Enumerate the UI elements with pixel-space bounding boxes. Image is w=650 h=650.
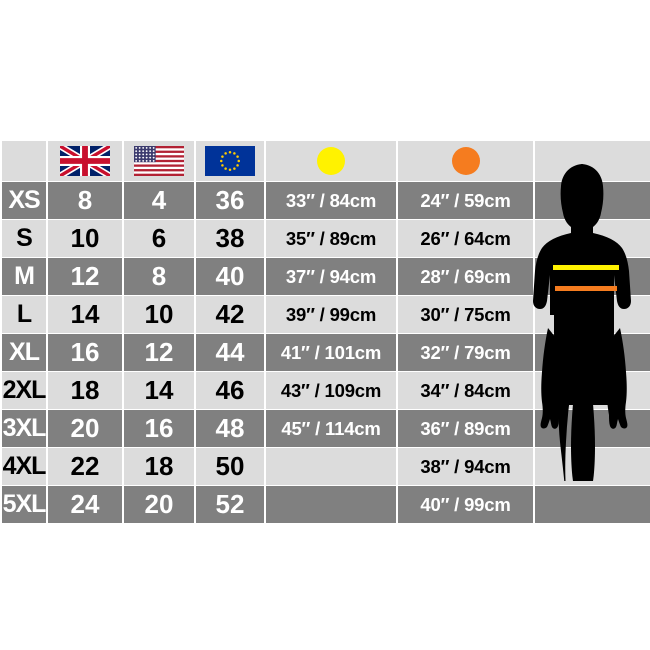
cell-us: 14: [124, 372, 194, 409]
cell-size: 5XL: [2, 486, 46, 523]
cell-figure-band: [535, 410, 650, 447]
cell-eu: 42: [196, 296, 264, 333]
cell-us: 12: [124, 334, 194, 371]
cell-waist: 26″ / 64cm: [398, 220, 533, 257]
cell-uk: 16: [48, 334, 122, 371]
cell-uk: 22: [48, 448, 122, 485]
cell-size: 2XL: [2, 372, 46, 409]
cell-bust: 37″ / 94cm: [266, 258, 396, 295]
cell-eu: 50: [196, 448, 264, 485]
cell-figure-band: [535, 486, 650, 523]
table-row: XS 8 4 36 33″ / 84cm 24″ / 59cm: [2, 182, 650, 219]
uk-flag-icon: [60, 146, 110, 176]
cell-figure-band: [535, 296, 650, 333]
cell-size: M: [2, 258, 46, 295]
header-cell-figure: [535, 141, 650, 181]
cell-us: 6: [124, 220, 194, 257]
table-row: L 14 10 42 39″ / 99cm 30″ / 75cm: [2, 296, 650, 333]
cell-uk: 8: [48, 182, 122, 219]
cell-waist: 40″ / 99cm: [398, 486, 533, 523]
cell-figure-band: [535, 448, 650, 485]
table-row: 5XL 24 20 52 40″ / 99cm: [2, 486, 650, 523]
cell-uk: 24: [48, 486, 122, 523]
cell-figure-band: [535, 182, 650, 219]
cell-bust: 45″ / 114cm: [266, 410, 396, 447]
yellow-dot-icon: [317, 147, 345, 175]
cell-waist: 32″ / 79cm: [398, 334, 533, 371]
table-row: M 12 8 40 37″ / 94cm 28″ / 69cm: [2, 258, 650, 295]
cell-size: XS: [2, 182, 46, 219]
cell-size: S: [2, 220, 46, 257]
cell-waist: 30″ / 75cm: [398, 296, 533, 333]
cell-eu: 40: [196, 258, 264, 295]
cell-eu: 36: [196, 182, 264, 219]
header-cell-uk: [48, 141, 122, 181]
cell-waist: 34″ / 84cm: [398, 372, 533, 409]
table-row: 2XL 18 14 46 43″ / 109cm 34″ / 84cm: [2, 372, 650, 409]
cell-uk: 10: [48, 220, 122, 257]
cell-bust: 43″ / 109cm: [266, 372, 396, 409]
cell-waist: 28″ / 69cm: [398, 258, 533, 295]
cell-waist: 24″ / 59cm: [398, 182, 533, 219]
cell-eu: 52: [196, 486, 264, 523]
cell-waist: 36″ / 89cm: [398, 410, 533, 447]
cell-bust: 39″ / 99cm: [266, 296, 396, 333]
cell-size: L: [2, 296, 46, 333]
cell-size: XL: [2, 334, 46, 371]
header-cell-bust: [266, 141, 396, 181]
cell-figure-band: [535, 220, 650, 257]
cell-size: 4XL: [2, 448, 46, 485]
cell-figure-band: [535, 372, 650, 409]
header-cell-eu: [196, 141, 264, 181]
cell-us: 20: [124, 486, 194, 523]
cell-eu: 48: [196, 410, 264, 447]
cell-uk: 12: [48, 258, 122, 295]
us-flag-icon: [134, 146, 184, 176]
cell-us: 10: [124, 296, 194, 333]
cell-bust: [266, 448, 396, 485]
cell-us: 4: [124, 182, 194, 219]
table-row: S 10 6 38 35″ / 89cm 26″ / 64cm: [2, 220, 650, 257]
cell-figure-band: [535, 258, 650, 295]
table-row: XL 16 12 44 41″ / 101cm 32″ / 79cm: [2, 334, 650, 371]
size-conversion-table: XS 8 4 36 33″ / 84cm 24″ / 59cm S 10 6 38 35″ / 89…: [0, 140, 650, 524]
cell-size: 3XL: [2, 410, 46, 447]
cell-uk: 18: [48, 372, 122, 409]
cell-bust: 35″ / 89cm: [266, 220, 396, 257]
cell-eu: 38: [196, 220, 264, 257]
cell-us: 16: [124, 410, 194, 447]
table-row: 4XL 22 18 50 38″ / 94cm: [2, 448, 650, 485]
cell-uk: 14: [48, 296, 122, 333]
header-cell-waist: [398, 141, 533, 181]
cell-us: 8: [124, 258, 194, 295]
cell-uk: 20: [48, 410, 122, 447]
header-cell-size: [2, 141, 46, 181]
eu-flag-icon: [205, 146, 255, 176]
cell-waist: 38″ / 94cm: [398, 448, 533, 485]
cell-eu: 44: [196, 334, 264, 371]
cell-us: 18: [124, 448, 194, 485]
table-header-row: [2, 141, 650, 181]
orange-dot-icon: [451, 147, 480, 175]
table-row: 3XL 20 16 48 45″ / 114cm 36″ / 89cm: [2, 410, 650, 447]
header-cell-us: [124, 141, 194, 181]
cell-eu: 46: [196, 372, 264, 409]
cell-figure-band: [535, 334, 650, 371]
cell-bust: [266, 486, 396, 523]
cell-bust: 33″ / 84cm: [266, 182, 396, 219]
cell-bust: 41″ / 101cm: [266, 334, 396, 371]
